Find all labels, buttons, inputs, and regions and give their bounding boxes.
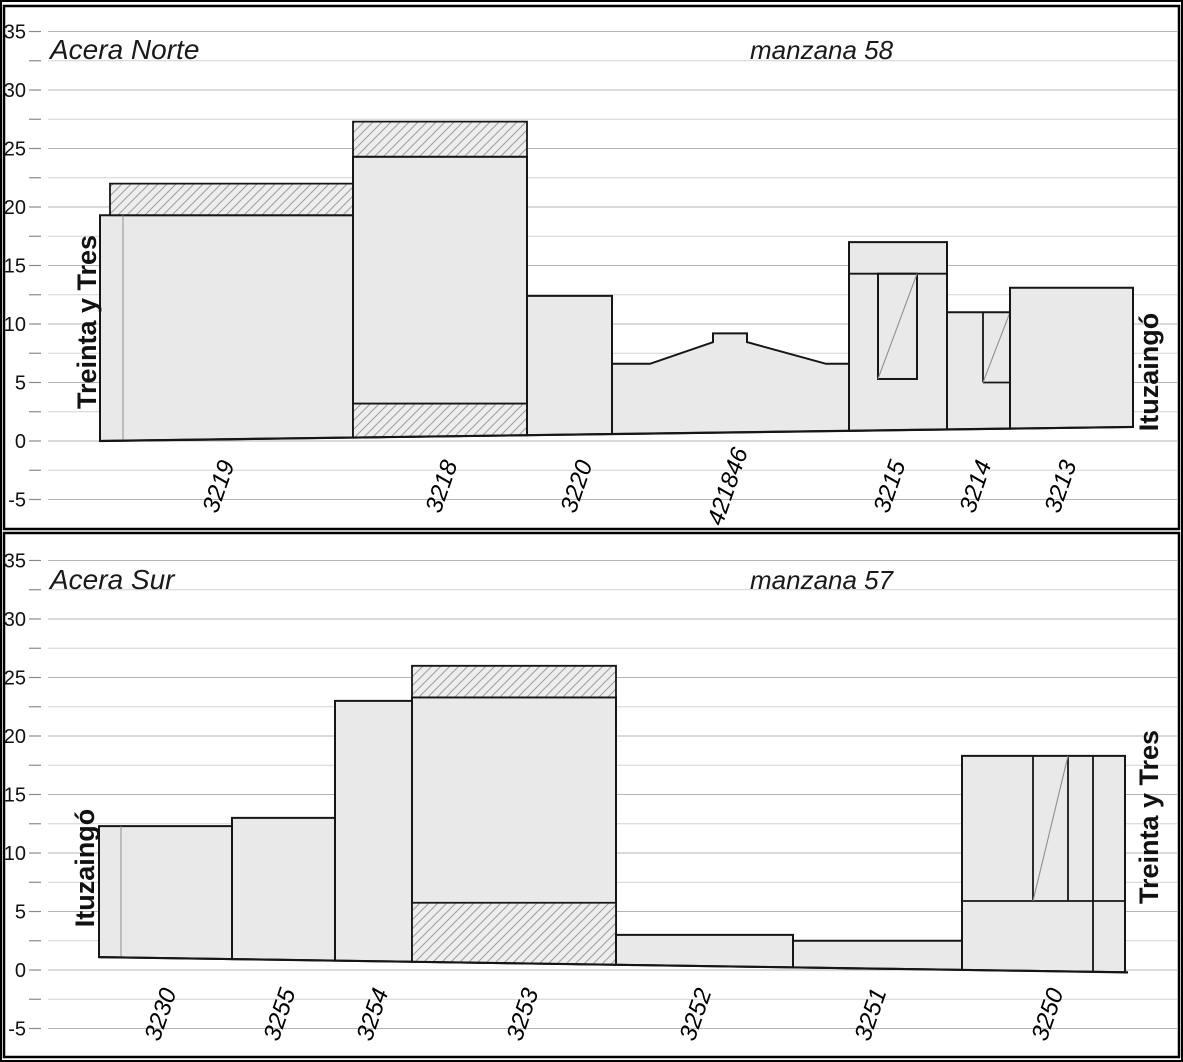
buildings-norte: 3219 3218 3220 421846 3215 3214 3213 bbox=[99, 120, 1134, 529]
block-label: manzana 58 bbox=[750, 35, 894, 65]
street-label-left: Ituzaingó bbox=[70, 809, 100, 927]
hatched-band bbox=[352, 120, 528, 158]
y-tick-label: 30 bbox=[4, 609, 26, 631]
y-tick-label: 35 bbox=[4, 551, 26, 573]
block-label: manzana 57 bbox=[750, 565, 895, 595]
y-tick-label: 10 bbox=[4, 843, 26, 865]
hatched-band bbox=[411, 901, 617, 966]
street-label-left: Treinta y Tres bbox=[72, 235, 102, 409]
door-diagonal bbox=[1032, 755, 1069, 902]
door-diagonal bbox=[982, 312, 1011, 383]
panel-acera-sur: -5 0 5 10 15 20 25 30 35 3230 3255 3254 3253 3252 325… bbox=[2, 531, 1181, 1059]
y-tick-label: 5 bbox=[15, 902, 26, 924]
y-tick-label: 25 bbox=[4, 139, 26, 161]
y-tick-label: -5 bbox=[8, 1019, 26, 1041]
y-tick-label: 30 bbox=[4, 80, 26, 102]
door-opening bbox=[877, 272, 918, 380]
building-3255 bbox=[231, 816, 336, 962]
building-3215 bbox=[848, 241, 948, 432]
street-label-right: Ituzaingó bbox=[1134, 313, 1164, 431]
y-tick-label: -5 bbox=[8, 490, 26, 512]
street-label-right: Treinta y Tres bbox=[1134, 730, 1164, 904]
buildings-sur: 3230 3255 3254 3253 3252 3251 3250 bbox=[98, 664, 1129, 1044]
y-tick-label: 15 bbox=[4, 256, 26, 278]
building-3219 bbox=[99, 214, 354, 443]
y-tick-label: 25 bbox=[4, 668, 26, 690]
y-tick-label: 20 bbox=[4, 726, 26, 748]
y-tick-label: 0 bbox=[15, 431, 26, 453]
y-tick-label: 10 bbox=[4, 314, 26, 336]
hatched-band bbox=[411, 664, 617, 699]
building-3230 bbox=[98, 825, 233, 961]
building-3218 bbox=[352, 155, 528, 439]
panel-box-norte bbox=[2, 4, 1181, 531]
y-tick-label: 35 bbox=[4, 22, 26, 44]
hatched-band bbox=[352, 402, 528, 439]
panel-acera-norte: -5 0 5 10 15 20 25 30 35 3219 3218 3220 421846 3215 3… bbox=[2, 4, 1181, 531]
ground-line bbox=[99, 425, 1134, 443]
y-tick-label: 20 bbox=[4, 197, 26, 219]
panel-title: Acera Norte bbox=[48, 34, 199, 65]
building-3213 bbox=[1009, 286, 1134, 430]
hatched-band bbox=[109, 182, 354, 217]
y-tick-label: 0 bbox=[15, 960, 26, 982]
building-3251 bbox=[792, 939, 963, 971]
ground-line bbox=[98, 956, 1129, 974]
y-tick-label: 5 bbox=[15, 373, 26, 395]
panel-box-sur bbox=[2, 531, 1181, 1059]
door-diagonal bbox=[877, 273, 918, 380]
building-3254 bbox=[334, 699, 413, 963]
building-3250 bbox=[961, 754, 1126, 974]
building-3252 bbox=[615, 933, 794, 969]
y-tick-label: 15 bbox=[4, 785, 26, 807]
building-3214 bbox=[946, 311, 1011, 431]
panel-title: Acera Sur bbox=[48, 564, 176, 595]
building-3220 bbox=[526, 294, 613, 437]
